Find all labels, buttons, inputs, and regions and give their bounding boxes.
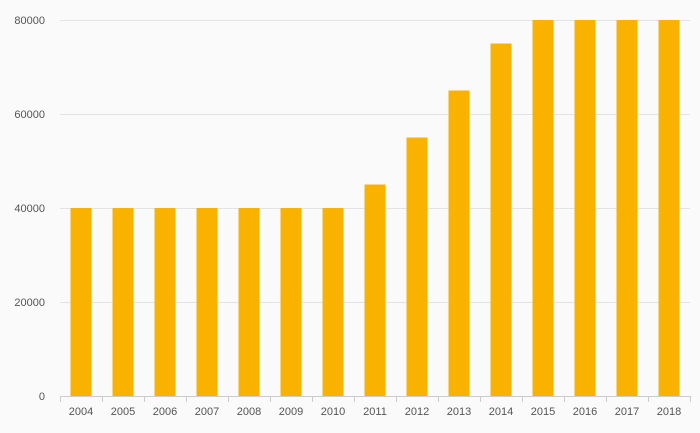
x-tick-label: 2012 <box>405 406 429 418</box>
x-tick-label: 2016 <box>573 406 597 418</box>
x-tick-label: 2008 <box>237 406 261 418</box>
y-axis-tick-labels: 0 20000 40000 60000 80000 <box>14 15 45 403</box>
bar-2005 <box>112 208 134 396</box>
y-tick-label: 20000 <box>14 297 45 309</box>
x-axis <box>60 396 691 402</box>
bar-2004 <box>70 208 92 396</box>
x-tick-label: 2005 <box>111 406 135 418</box>
bar-2015 <box>532 20 554 396</box>
bar-2014 <box>490 43 512 396</box>
bar-2010 <box>322 208 344 396</box>
x-axis-tick-labels: 2004 2005 2006 2007 2008 2009 2010 2011 2012 2013… <box>69 406 681 418</box>
bar-2008 <box>238 208 260 396</box>
bar-2013 <box>448 90 470 396</box>
x-tick-label: 2009 <box>279 406 303 418</box>
bar-2007 <box>196 208 218 396</box>
x-tick-label: 2015 <box>531 406 555 418</box>
y-tick-label: 80000 <box>14 15 45 27</box>
bar-2011 <box>364 184 386 396</box>
x-tick-label: 2017 <box>615 406 639 418</box>
x-tick-label: 2006 <box>153 406 177 418</box>
x-tick-label: 2011 <box>363 406 387 418</box>
y-tick-label: 0 <box>39 391 45 403</box>
x-tick-label: 2010 <box>321 406 345 418</box>
bar-2017 <box>616 20 638 396</box>
x-tick-label: 2014 <box>489 406 513 418</box>
bar-2006 <box>154 208 176 396</box>
bar-2016 <box>574 20 596 396</box>
x-tick-label: 2018 <box>657 406 681 418</box>
y-tick-label: 60000 <box>14 109 45 121</box>
bar-2018 <box>658 20 680 396</box>
x-tick-label: 2004 <box>69 406 93 418</box>
x-tick-label: 2007 <box>195 406 219 418</box>
bars <box>70 20 680 396</box>
bar-2012 <box>406 137 428 396</box>
y-tick-label: 40000 <box>14 203 45 215</box>
bar-2009 <box>280 208 302 396</box>
x-tick-label: 2013 <box>447 406 471 418</box>
